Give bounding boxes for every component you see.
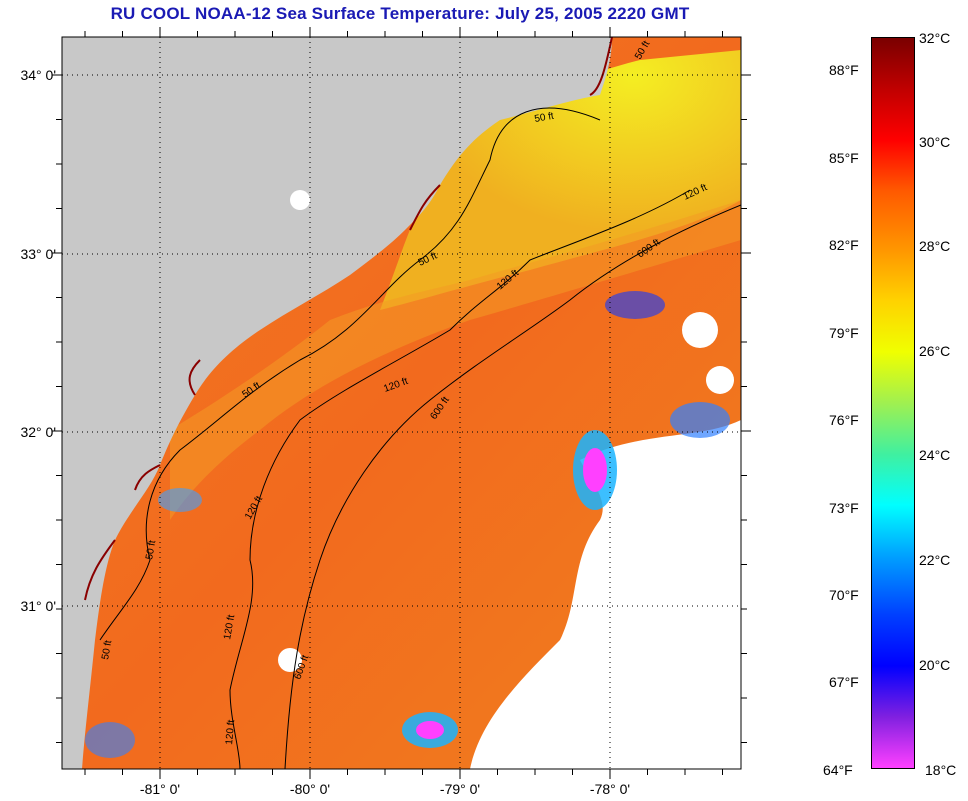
c-label: 24°C (919, 447, 951, 463)
longitude-labels: -81° 0' -80° 0' -79° 0' -78° 0' (140, 781, 630, 797)
map-frame (61, 36, 742, 770)
lon-label-79: -79° 0' (440, 781, 480, 797)
lon-label-78: -78° 0' (590, 781, 630, 797)
nearshore-water (380, 50, 741, 310)
c-label: 32°C (919, 30, 951, 46)
cold-eddies (85, 291, 730, 758)
c-label: 28°C (919, 238, 951, 254)
c-label: 30°C (919, 134, 951, 150)
lat-label-33: 33° 0' (20, 246, 56, 262)
lon-label-80: -80° 0' (290, 781, 330, 797)
land-area (62, 37, 612, 769)
contour-label: 50 ft (534, 111, 555, 125)
contour-label: 50 ft (100, 639, 114, 660)
shelf-water (170, 200, 741, 520)
f-label: 85°F (829, 150, 859, 166)
graticule (62, 37, 741, 769)
f-label: 88°F (829, 62, 859, 78)
f-label: 70°F (829, 587, 859, 603)
lat-label-34: 34° 0' (20, 67, 56, 83)
c-label: 18°C (925, 762, 957, 778)
f-label: 76°F (829, 412, 859, 428)
contour-label: 120 ft (222, 614, 237, 641)
c-label: 20°C (919, 657, 951, 673)
c-label: 26°C (919, 343, 951, 359)
f-label: 73°F (829, 500, 859, 516)
f-label: 67°F (829, 674, 859, 690)
contour-label: 50 ft (144, 539, 158, 560)
f-label: 64°F (823, 762, 853, 778)
lon-label-81: -81° 0' (140, 781, 180, 797)
temperature-colorbar (871, 37, 915, 769)
lat-label-31: 31° 0' (20, 598, 56, 614)
cloud-cover (278, 190, 741, 769)
coastline-detail (84, 37, 613, 601)
map-title: RU COOL NOAA-12 Sea Surface Temperature:… (110, 4, 690, 23)
depth-contours (99, 107, 741, 769)
f-label: 79°F (829, 325, 859, 341)
contour-label: 120 ft (224, 719, 237, 745)
f-label: 82°F (829, 237, 859, 253)
c-label: 22°C (919, 552, 951, 568)
latitude-labels: 34° 0' 33° 0' 32° 0' 31° 0' (20, 67, 56, 614)
axis-ticks (52, 27, 751, 779)
lat-label-32: 32° 0' (20, 424, 56, 440)
